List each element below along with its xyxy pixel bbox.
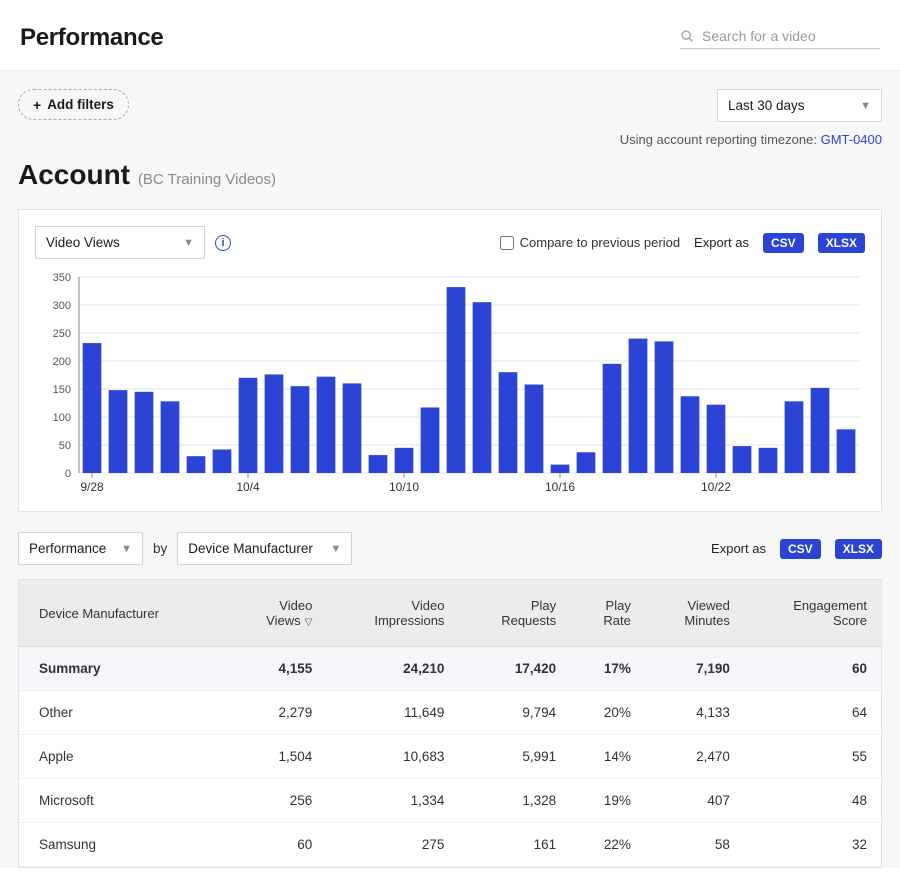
cell-impressions: 1,334 xyxy=(326,779,458,823)
cell-viewed_min: 58 xyxy=(645,823,744,867)
cell-views: 1,504 xyxy=(226,735,326,779)
date-range-select[interactable]: Last 30 days ▼ xyxy=(717,89,882,122)
cell-engagement: 48 xyxy=(744,779,881,823)
page-title: Performance xyxy=(20,24,163,52)
col-header-impressions[interactable]: VideoImpressions xyxy=(326,580,458,647)
chevron-down-icon: ▼ xyxy=(330,543,341,555)
cell-engagement: 55 xyxy=(744,735,881,779)
col-header-views[interactable]: VideoViews▽ xyxy=(226,580,326,647)
svg-text:300: 300 xyxy=(53,300,71,312)
cell-viewed_min: 7,190 xyxy=(645,647,744,691)
export-xlsx-button[interactable]: XLSX xyxy=(818,233,865,253)
cell-engagement: 60 xyxy=(744,647,881,691)
svg-text:0: 0 xyxy=(65,468,71,480)
compare-checkbox[interactable] xyxy=(500,236,514,250)
svg-text:250: 250 xyxy=(53,328,71,340)
account-subtitle: (BC Training Videos) xyxy=(138,171,276,188)
cell-play_rate: 19% xyxy=(570,779,645,823)
svg-text:10/22: 10/22 xyxy=(701,480,731,494)
table-group-label: Device Manufacturer xyxy=(188,541,313,556)
cell-views: 256 xyxy=(226,779,326,823)
table-row: Apple1,50410,6835,99114%2,47055 xyxy=(19,735,881,779)
cell-impressions: 275 xyxy=(326,823,458,867)
by-label: by xyxy=(153,541,167,556)
cell-impressions: 11,649 xyxy=(326,691,458,735)
col-header-engagement[interactable]: EngagementScore xyxy=(744,580,881,647)
cell-play_requests: 17,420 xyxy=(458,647,570,691)
search-container xyxy=(680,28,880,49)
table-export-xlsx-button[interactable]: XLSX xyxy=(835,539,882,559)
cell-play_requests: 9,794 xyxy=(458,691,570,735)
search-input[interactable] xyxy=(702,28,880,44)
table-row: Microsoft2561,3341,32819%40748 xyxy=(19,779,881,823)
chevron-down-icon: ▼ xyxy=(860,100,871,112)
svg-text:350: 350 xyxy=(53,272,71,284)
cell-viewed_min: 2,470 xyxy=(645,735,744,779)
video-views-chart: 0 50 100 150 200 250 300 350 9/28 10/4 10/10 10/16 1… xyxy=(35,271,865,501)
cell-name[interactable]: Apple xyxy=(19,735,226,779)
cell-play_requests: 161 xyxy=(458,823,570,867)
compare-checkbox-wrap[interactable]: Compare to previous period xyxy=(500,235,680,250)
cell-play_requests: 1,328 xyxy=(458,779,570,823)
cell-engagement: 32 xyxy=(744,823,881,867)
table-row: Other2,27911,6499,79420%4,13364 xyxy=(19,691,881,735)
col-header-play_requests[interactable]: PlayRequests xyxy=(458,580,570,647)
search-icon xyxy=(680,29,694,43)
timezone-link[interactable]: GMT-0400 xyxy=(821,132,882,147)
cell-name: Summary xyxy=(19,647,226,691)
col-header-viewed_min[interactable]: ViewedMinutes xyxy=(645,580,744,647)
cell-play_rate: 20% xyxy=(570,691,645,735)
cell-views: 4,155 xyxy=(226,647,326,691)
svg-text:150: 150 xyxy=(53,384,71,396)
info-icon[interactable]: i xyxy=(215,235,231,251)
svg-text:200: 200 xyxy=(53,356,71,368)
chevron-down-icon: ▼ xyxy=(183,237,194,249)
cell-name[interactable]: Microsoft xyxy=(19,779,226,823)
table-export-csv-button[interactable]: CSV xyxy=(780,539,821,559)
svg-text:9/28: 9/28 xyxy=(80,480,104,494)
table-metric-select[interactable]: Performance ▼ xyxy=(18,532,143,565)
table-export-label: Export as xyxy=(711,541,766,556)
summary-row: Summary4,15524,21017,42017%7,19060 xyxy=(19,647,881,691)
export-label: Export as xyxy=(694,235,749,250)
cell-viewed_min: 407 xyxy=(645,779,744,823)
cell-views: 2,279 xyxy=(226,691,326,735)
svg-text:50: 50 xyxy=(59,440,71,452)
table-row: Samsung6027516122%5832 xyxy=(19,823,881,867)
cell-viewed_min: 4,133 xyxy=(645,691,744,735)
export-csv-button[interactable]: CSV xyxy=(763,233,804,253)
sort-desc-icon: ▽ xyxy=(305,617,313,628)
plus-icon: + xyxy=(33,98,41,112)
data-table: Device ManufacturerVideoViews▽VideoImpre… xyxy=(18,579,882,868)
svg-text:10/4: 10/4 xyxy=(236,480,260,494)
timezone-prefix: Using account reporting timezone: xyxy=(620,132,821,147)
svg-text:10/16: 10/16 xyxy=(545,480,575,494)
col-header-play_rate[interactable]: PlayRate xyxy=(570,580,645,647)
cell-impressions: 10,683 xyxy=(326,735,458,779)
cell-name[interactable]: Other xyxy=(19,691,226,735)
compare-label: Compare to previous period xyxy=(520,235,680,250)
add-filters-label: Add filters xyxy=(47,97,114,112)
metric-select-label: Video Views xyxy=(46,235,120,250)
cell-play_requests: 5,991 xyxy=(458,735,570,779)
cell-views: 60 xyxy=(226,823,326,867)
timezone-note: Using account reporting timezone: GMT-04… xyxy=(620,132,882,147)
cell-play_rate: 17% xyxy=(570,647,645,691)
cell-play_rate: 22% xyxy=(570,823,645,867)
chart-card: Video Views ▼ i Compare to previous peri… xyxy=(18,209,882,512)
table-group-select[interactable]: Device Manufacturer ▼ xyxy=(177,532,352,565)
cell-play_rate: 14% xyxy=(570,735,645,779)
cell-engagement: 64 xyxy=(744,691,881,735)
svg-text:10/10: 10/10 xyxy=(389,480,419,494)
cell-impressions: 24,210 xyxy=(326,647,458,691)
add-filters-button[interactable]: + Add filters xyxy=(18,89,129,120)
table-metric-label: Performance xyxy=(29,541,106,556)
cell-name[interactable]: Samsung xyxy=(19,823,226,867)
metric-select[interactable]: Video Views ▼ xyxy=(35,226,205,259)
chevron-down-icon: ▼ xyxy=(121,543,132,555)
col-header-name[interactable]: Device Manufacturer xyxy=(19,580,226,647)
account-heading: Account xyxy=(18,159,130,190)
svg-text:100: 100 xyxy=(53,412,71,424)
date-range-label: Last 30 days xyxy=(728,98,805,113)
